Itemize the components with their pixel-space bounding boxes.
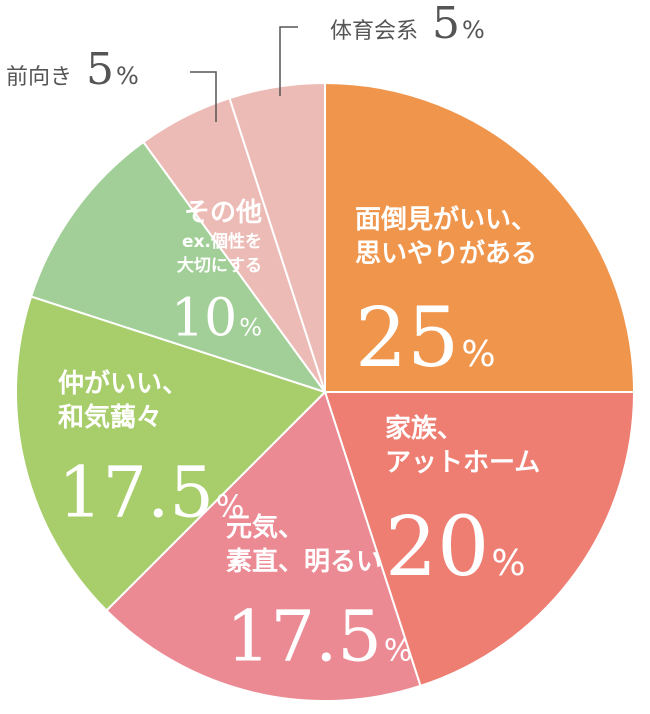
- slice-label: 和気藹々: [58, 402, 162, 433]
- leader-line: [190, 71, 217, 122]
- slice-label: ex.個性を: [182, 231, 262, 252]
- pie-slice: [15, 295, 327, 612]
- slice-label: アットホーム: [385, 448, 540, 478]
- pie-slices: [15, 81, 636, 702]
- leader-line: [279, 26, 298, 96]
- pie-slice: [324, 81, 636, 393]
- slice-label: 大切にする: [177, 255, 262, 276]
- slice-label: その他: [184, 198, 262, 228]
- slice-label-outside: 前向き 5%: [6, 44, 139, 95]
- slice-percent: 20%: [385, 500, 526, 595]
- pie-slice: [228, 81, 326, 393]
- slice-percent: 17.5%: [58, 452, 244, 534]
- slice-percent: 17.5%: [226, 596, 412, 678]
- slice-labels: 面倒見がいい、思いやりがある 25% 家族、アットホーム 20% 元気、素直、明るい 17…: [6, 0, 540, 678]
- slice-label: 素直、明るい: [226, 547, 382, 577]
- slice-percent: 25%: [355, 291, 496, 386]
- slice-label-outside: 体育会系 5%: [330, 0, 485, 49]
- pie-slice: [105, 390, 422, 702]
- slice-label: 仲がいい、: [58, 368, 188, 399]
- slice-label: 家族、: [385, 413, 463, 444]
- pie-slice: [29, 140, 328, 394]
- slice-label: 面倒見がいい、: [355, 204, 537, 235]
- slice-label: 元気、: [226, 512, 304, 543]
- slice-percent: 10%: [171, 289, 262, 349]
- pie-slice: [323, 391, 636, 688]
- leader-lines: [190, 26, 298, 122]
- slice-label: 思いやりがある: [355, 238, 537, 269]
